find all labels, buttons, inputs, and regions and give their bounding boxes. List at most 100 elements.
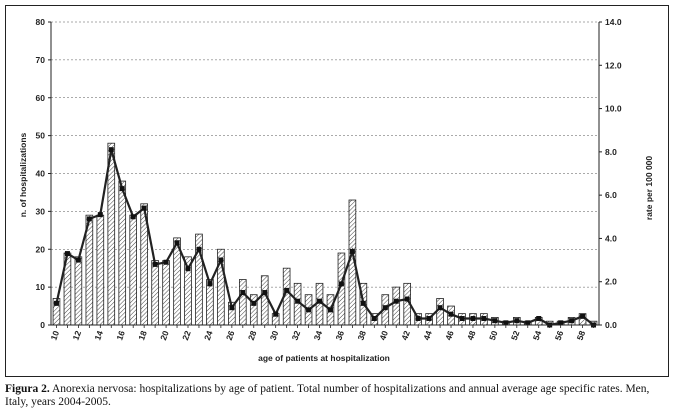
y-tick-label: 50 [36,131,46,141]
rate-marker [141,205,147,211]
y-tick-label: 30 [36,206,46,216]
bar [162,260,170,326]
chart-frame [5,5,669,377]
rate-marker [273,311,279,317]
rate-marker [174,240,180,246]
x-tick-label: 56 [553,329,566,342]
rate-marker [569,318,575,324]
bar [249,294,258,326]
y-tick-label: 60 [36,93,46,103]
rate-marker [152,261,158,267]
y-tick-label: 70 [36,55,46,65]
x-tick-label: 42 [399,329,412,342]
x-tick-label: 12 [70,329,83,342]
rate-marker [459,316,465,322]
rate-marker [558,320,564,326]
x-tick-label: 26 [224,329,237,342]
rate-marker [284,287,290,293]
rate-marker [514,318,520,324]
y-tick-label: 20 [36,244,46,254]
x-tick-label: 22 [180,329,193,342]
x-tick-label: 14 [92,329,105,342]
x-tick-label: 48 [465,329,478,342]
rate-marker [163,259,169,265]
rate-marker [108,147,114,153]
y-tick-label: 40 [36,169,46,179]
rate-marker [481,316,487,322]
rate-marker [130,214,136,220]
x-tick-label: 16 [114,329,127,342]
rate-marker [317,298,323,304]
axes: 0 10 20 30 40 50 60 70 80 0.0 2.0 4.0 6.0 8.0 10.0 12.0… [36,17,622,342]
rate-marker [503,320,509,326]
rate-marker [470,316,476,322]
rate-marker [75,257,81,263]
rate-marker [229,305,235,311]
x-tick-label: 58 [575,329,588,342]
grid [51,21,599,288]
x-tick-label: 10 [49,329,62,342]
x-axis-title: age of patients at hospitalization [258,353,390,363]
x-tick-label: 18 [136,329,149,342]
y2-tick-label: 6.0 [605,190,617,200]
rate-marker [426,316,432,322]
x-tick-label: 50 [487,329,500,342]
rate-marker [207,281,213,287]
rate-marker [327,307,333,313]
rate-marker [349,248,355,254]
bar [239,279,247,326]
rate-marker [251,300,257,306]
x-tick-label: 28 [246,329,259,342]
rate-marker [119,186,125,192]
rate-marker [382,305,388,311]
y-axis-title: n. of hospitalizations [18,132,28,217]
x-tick-label: 44 [421,329,434,342]
rate-marker [536,316,542,322]
x-tick-label: 46 [443,329,456,342]
bar [129,214,137,326]
x-tick-label: 40 [377,329,390,342]
y-tick-label: 10 [36,282,46,292]
rate-marker [64,251,70,257]
rate-marker [295,298,301,304]
bar-series [52,142,598,326]
rate-marker [415,316,421,322]
x-tick-label: 52 [509,329,522,342]
bar [74,256,83,326]
x-tick-label: 38 [355,329,368,342]
x-tick-label: 36 [334,329,347,342]
x-tick-label: 34 [312,329,325,342]
rate-marker [360,300,366,306]
rate-marker [448,311,454,317]
caption-label: Figura 2. [5,383,50,395]
y2-tick-label: 4.0 [605,233,617,243]
rate-marker [185,266,191,272]
rate-marker [306,307,312,313]
y2-tick-label: 12.0 [605,60,622,70]
y2-tick-label: 14.0 [605,17,622,27]
x-tick-label: 30 [268,329,281,342]
rate-marker [580,313,586,319]
x-tick-label: 54 [531,329,544,342]
y-tick-label: 80 [36,17,46,27]
y2-tick-label: 8.0 [605,147,617,157]
rate-marker [97,212,103,218]
rate-marker [86,216,92,222]
y2-axis-title: rate per 100 000 [644,156,654,221]
bar [96,214,105,326]
rate-marker [404,296,410,302]
x-tick-label: 24 [202,329,215,342]
rate-marker [218,257,224,263]
y2-tick-label: 0.0 [605,320,617,330]
bar [118,180,127,326]
rate-line [55,149,595,327]
y2-tick-label: 10.0 [605,104,622,114]
figure-caption: Figura 2. Anorexia nervosa: hospitalizat… [5,383,669,409]
y2-tick-label: 2.0 [605,277,617,287]
x-tick-label: 32 [290,329,303,342]
rate-marker [393,298,399,304]
bar [107,142,116,326]
x-tick-label: 20 [158,329,171,342]
chart: 0 10 20 30 40 50 60 70 80 0.0 2.0 4.0 6.0 8.0 10.0 12.0… [18,17,654,363]
